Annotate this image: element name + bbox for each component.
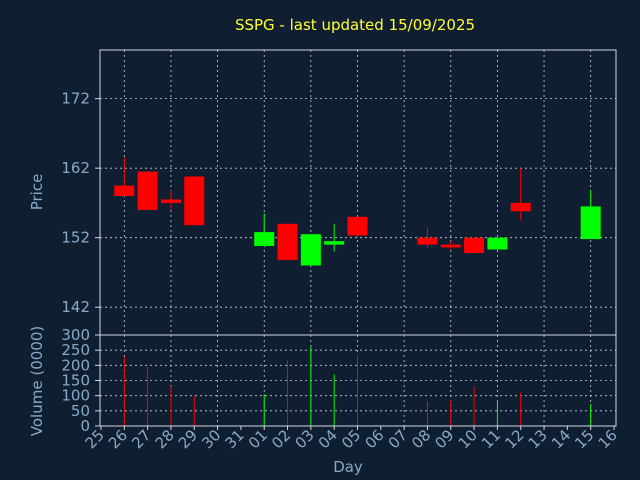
day-tick-label: 01 — [245, 426, 271, 452]
candle-body — [184, 176, 205, 226]
candle — [277, 223, 298, 260]
day-x-ticks: 2526272829303101020304050607080910111213… — [82, 426, 621, 452]
candle — [254, 213, 275, 247]
x-axis-label: Day — [333, 458, 363, 476]
price-plot-frame — [99, 49, 617, 336]
candle-body — [440, 244, 461, 248]
day-tick-label: 08 — [408, 426, 434, 452]
candle — [160, 190, 181, 210]
day-tick-label: 30 — [198, 426, 224, 452]
price-candles — [114, 157, 601, 266]
candle — [580, 190, 601, 240]
candle — [347, 216, 368, 238]
day-tick-label: 07 — [385, 426, 411, 452]
volume-tick-label: 100 — [61, 387, 90, 405]
volume-tick-label: 250 — [61, 341, 90, 359]
day-tick-label: 12 — [501, 426, 527, 452]
volume-tick-label: 300 — [61, 326, 90, 344]
day-tick-label: 27 — [128, 426, 154, 452]
candle-body — [300, 234, 321, 266]
volume-tick-label: 50 — [71, 402, 90, 420]
volume-bars — [123, 345, 592, 426]
candle-body — [254, 232, 275, 247]
day-tick-label: 03 — [291, 426, 317, 452]
candle — [324, 223, 345, 252]
day-tick-label: 11 — [478, 426, 504, 452]
candle — [510, 168, 531, 221]
price-axis-label: Price — [28, 174, 46, 211]
candle — [184, 176, 205, 226]
price-panel: 142 152 162 172 Price — [28, 49, 617, 336]
price-tick-label: 172 — [61, 90, 90, 108]
volume-tick-label: 150 — [61, 372, 90, 390]
candle-body — [347, 216, 368, 236]
chart-title: SSPG - last updated 15/09/2025 — [235, 16, 475, 34]
candle-body — [580, 206, 601, 240]
day-tick-label: 16 — [595, 426, 621, 452]
candle-body — [160, 199, 181, 203]
price-gridlines — [100, 50, 616, 335]
candle-body — [277, 223, 298, 260]
candle — [417, 227, 438, 249]
day-tick-label: 26 — [105, 426, 131, 452]
price-tick-label: 152 — [61, 229, 90, 247]
price-tick-label: 142 — [61, 298, 90, 316]
day-tick-label: 05 — [338, 426, 364, 452]
candle-body — [417, 237, 438, 245]
day-tick-label: 14 — [548, 426, 574, 452]
day-tick-label: 28 — [152, 426, 178, 452]
day-tick-label: 09 — [431, 426, 457, 452]
price-y-ticks: 142 152 162 172 — [61, 90, 100, 316]
volume-axis-label: Volume (0000) — [28, 326, 46, 436]
candle — [440, 241, 461, 250]
candle — [300, 234, 321, 266]
candle-body — [510, 202, 531, 212]
day-tick-label: 29 — [175, 426, 201, 452]
day-tick-label: 10 — [455, 426, 481, 452]
candle-body — [324, 241, 345, 245]
candle-body — [114, 185, 135, 196]
day-tick-label: 13 — [525, 426, 551, 452]
price-tick-label: 162 — [61, 159, 90, 177]
candle-body — [137, 171, 158, 210]
candle — [114, 157, 135, 196]
candle — [137, 171, 158, 210]
candle — [487, 237, 508, 250]
day-tick-label: 04 — [315, 426, 341, 452]
candle-body — [487, 237, 508, 250]
candle — [464, 237, 485, 253]
volume-tick-label: 0 — [80, 417, 90, 435]
candle-body — [464, 237, 485, 253]
volume-tick-label: 200 — [61, 356, 90, 374]
day-tick-label: 15 — [571, 426, 597, 452]
day-tick-label: 31 — [222, 426, 248, 452]
day-tick-label: 06 — [361, 426, 387, 452]
day-tick-label: 02 — [268, 426, 294, 452]
